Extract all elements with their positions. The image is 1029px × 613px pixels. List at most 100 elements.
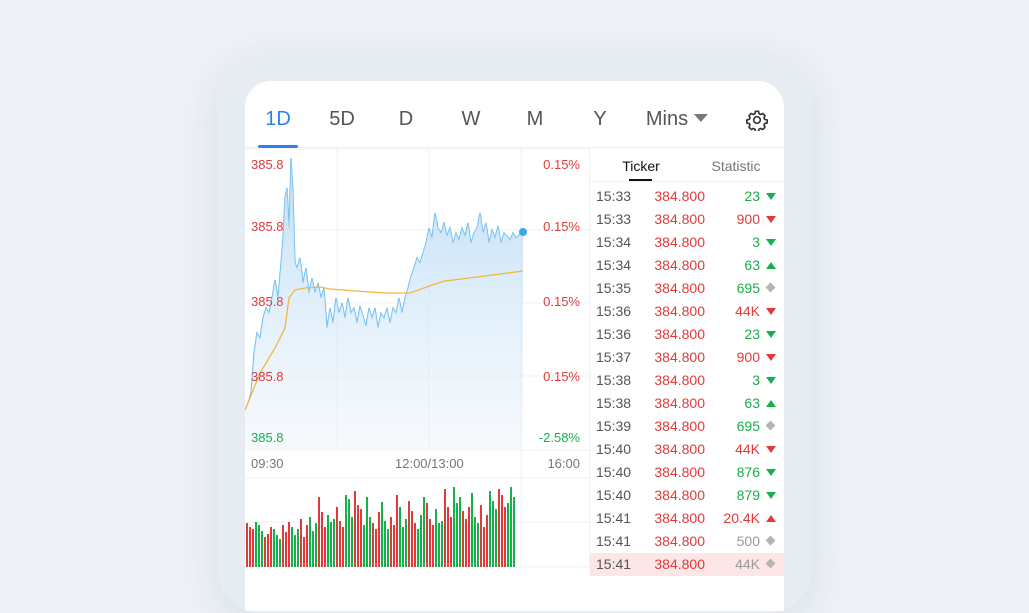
tick-volume: 20.4K (723, 510, 760, 526)
volume-bar (480, 505, 482, 567)
volume-bar (327, 515, 329, 567)
volume-bar (321, 512, 323, 567)
tick-direction-icon (766, 331, 776, 338)
tick-price: 384.800 (654, 487, 705, 503)
tab-day[interactable]: D (398, 108, 414, 130)
volume-bar (399, 507, 401, 567)
volume-bar (387, 529, 389, 567)
volume-bar (426, 503, 428, 567)
tick-time: 15:41 (596, 556, 632, 572)
volume-bar (276, 535, 278, 567)
tick-direction-icon (766, 400, 776, 407)
volume-bar (363, 525, 365, 567)
tick-time: 15:38 (596, 395, 632, 411)
volume-bar (372, 523, 374, 567)
volume-bar (354, 491, 356, 567)
tab-1d[interactable]: 1D (265, 108, 291, 130)
average-price-line (245, 270, 524, 411)
volume-bar (312, 531, 314, 567)
volume-bars (246, 487, 515, 567)
tab-week[interactable]: W (461, 108, 481, 130)
volume-bar (285, 532, 287, 567)
volume-bar (297, 529, 299, 567)
volume-bar (498, 489, 500, 567)
stock-chart-card: 1D 5D D W M Y Mins (245, 81, 784, 611)
price-label-2: 385.8 (251, 219, 284, 234)
volume-bar (432, 525, 434, 567)
gear-icon[interactable] (746, 109, 768, 131)
volume-bar (465, 519, 467, 567)
volume-bar (501, 495, 503, 567)
volume-bar (447, 507, 449, 567)
volume-bar (393, 525, 395, 567)
tab-statistic[interactable]: Statistic (711, 158, 761, 174)
volume-bar (396, 495, 398, 567)
tab-5d[interactable]: 5D (329, 108, 355, 130)
tick-direction-icon (766, 469, 776, 476)
tick-time: 15:34 (596, 257, 632, 273)
volume-bar (291, 527, 293, 567)
tick-volume: 900 (736, 349, 760, 365)
tick-volume: 3 (752, 234, 760, 250)
volume-bar (408, 501, 410, 567)
chevron-down-icon (694, 114, 709, 122)
volume-bar (405, 519, 407, 567)
volume-bar (366, 497, 368, 567)
volume-bar (390, 517, 392, 567)
tick-direction-icon (766, 515, 776, 522)
tick-direction-icon (766, 216, 776, 223)
timeframe-tabs: 1D 5D D W M Y Mins (245, 81, 784, 148)
price-label-top: 385.8 (251, 157, 284, 172)
tick-time: 15:36 (596, 303, 632, 319)
pct-label-top: 0.15% (543, 157, 580, 172)
tab-ticker[interactable]: Ticker (622, 158, 660, 174)
volume-bar (456, 503, 458, 567)
tick-volume: 900 (736, 211, 760, 227)
panel-tab-underline (629, 179, 652, 181)
volume-bar (486, 515, 488, 567)
volume-bar (435, 509, 437, 567)
tick-price: 384.800 (654, 418, 705, 434)
pct-label-3: 0.15% (543, 294, 580, 309)
tick-volume: 23 (744, 326, 760, 342)
volume-bar (342, 527, 344, 567)
tick-direction-icon (765, 420, 776, 431)
volume-bar (444, 489, 446, 567)
volume-bar (306, 525, 308, 567)
tick-price: 384.800 (654, 349, 705, 365)
tick-price: 384.800 (654, 303, 705, 319)
tab-month[interactable]: M (526, 108, 544, 130)
tick-volume: 695 (736, 280, 760, 296)
volume-bar (423, 497, 425, 567)
volume-bar (492, 501, 494, 567)
ticker-row: 15:33 384.800 23 (590, 185, 784, 208)
tab-mins-dropdown[interactable]: Mins (646, 108, 709, 131)
tick-price: 384.800 (654, 556, 705, 572)
ticker-panel: Ticker Statistic 15:33 384.800 23 15:33 384.… (589, 148, 784, 576)
tab-year[interactable]: Y (593, 108, 607, 130)
volume-bar (483, 527, 485, 567)
tick-volume: 500 (736, 533, 760, 549)
ticker-row: 15:36 384.800 23 (590, 323, 784, 346)
tick-price: 384.800 (654, 211, 705, 227)
tick-volume: 44K (735, 441, 760, 457)
volume-bar (339, 521, 341, 567)
volume-bar (462, 511, 464, 567)
ticker-row: 15:33 384.800 900 (590, 208, 784, 231)
tick-price: 384.800 (654, 441, 705, 457)
tick-time: 15:38 (596, 372, 632, 388)
tick-time: 15:40 (596, 441, 632, 457)
intraday-chart[interactable]: 385.8 385.8 385.8 385.8 385.8 0.15% 0.15… (245, 148, 589, 568)
volume-bar (270, 527, 272, 567)
volume-bar (249, 527, 251, 567)
chart-canvas (245, 148, 589, 568)
volume-bar (345, 495, 347, 567)
volume-bar (264, 537, 266, 567)
volume-bar (438, 523, 440, 567)
ticker-row: 15:37 384.800 900 (590, 346, 784, 369)
tick-volume: 44K (735, 303, 760, 319)
volume-bar (489, 491, 491, 567)
ticker-row: 15:41 384.800 20.4K (590, 507, 784, 530)
tick-time: 15:41 (596, 510, 632, 526)
volume-bar (279, 539, 281, 567)
